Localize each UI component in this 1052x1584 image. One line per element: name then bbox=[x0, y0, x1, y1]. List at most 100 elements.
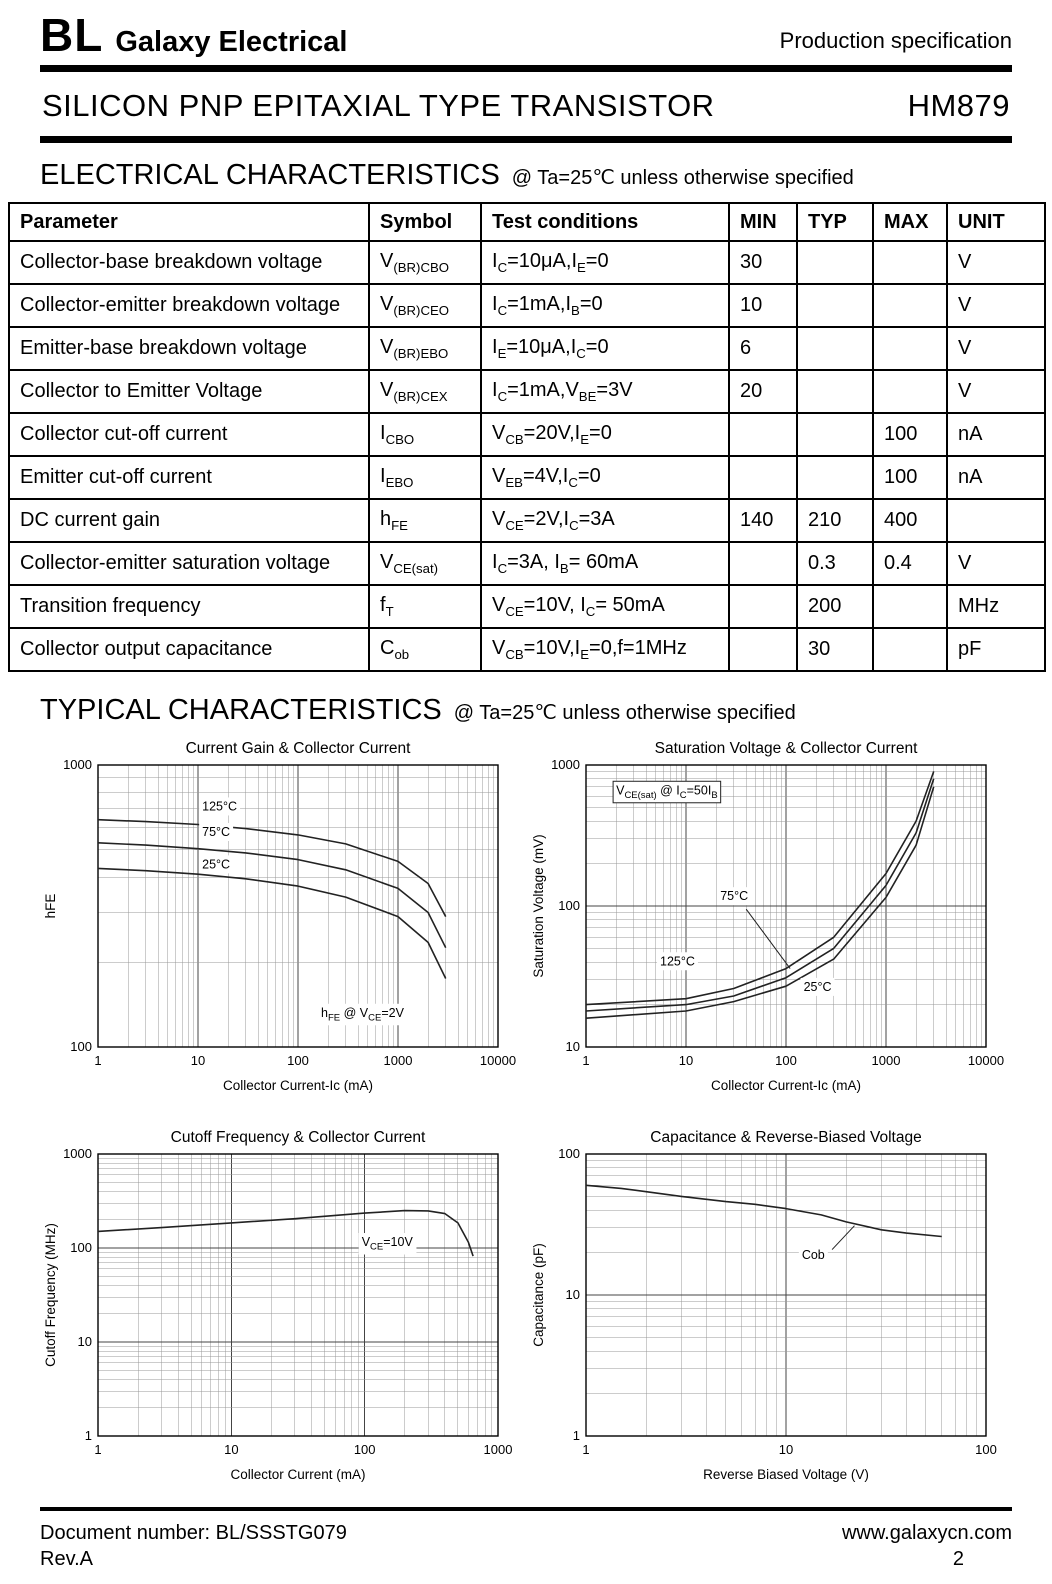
svg-text:25°C: 25°C bbox=[202, 857, 230, 871]
svg-text:10: 10 bbox=[224, 1442, 238, 1457]
company-logo: BL Galaxy Electrical bbox=[40, 12, 347, 59]
table-cell: Collector cut-off current bbox=[8, 412, 370, 457]
typical-characteristics-heading: TYPICAL CHARACTERISTICS @ Ta=25℃ unless … bbox=[40, 694, 1012, 727]
svg-text:1000: 1000 bbox=[63, 757, 92, 772]
section-condition: @ Ta=25℃ unless otherwise specified bbox=[511, 167, 854, 189]
svg-text:Saturation Voltage (mV): Saturation Voltage (mV) bbox=[531, 834, 546, 977]
table-cell: 0.4 bbox=[872, 541, 948, 586]
table-row: Collector-base breakdown voltage V(BR)CBO… bbox=[8, 240, 1046, 285]
table-cell: V bbox=[946, 541, 1046, 586]
capacitance-plot: 1 10 100 1 10 100 Reverse Biased Voltage (V) Ca… bbox=[531, 1129, 997, 1482]
title-divider bbox=[40, 136, 1012, 143]
svg-text:100: 100 bbox=[354, 1442, 376, 1457]
svg-text:1: 1 bbox=[573, 1428, 580, 1443]
svg-text:1: 1 bbox=[94, 1053, 101, 1068]
svg-text:Capacitance & Reverse-Biased V: Capacitance & Reverse-Biased Voltage bbox=[650, 1129, 921, 1146]
table-cell: Collector-base breakdown voltage bbox=[8, 240, 370, 285]
table-cell: VCB=20V,IE=0 bbox=[480, 412, 730, 457]
table-cell bbox=[728, 541, 798, 586]
chart-saturation-voltage: 1 10 100 1000 10000 10 100 1000 Collector Curren… bbox=[528, 737, 1012, 1104]
table-cell bbox=[796, 455, 874, 500]
characteristics-table: Parameter Symbol Test conditions MIN TYP… bbox=[8, 202, 1046, 672]
svg-text:100: 100 bbox=[775, 1053, 797, 1068]
table-cell bbox=[872, 326, 948, 371]
table-cell bbox=[728, 627, 798, 672]
table-cell: V(BR)CBO bbox=[368, 240, 482, 285]
table-row: Emitter cut-off current IEBO VEB=4V,IC=0 10… bbox=[8, 455, 1046, 500]
electrical-characteristics-heading: ELECTRICAL CHARACTERISTICS @ Ta=25℃ unle… bbox=[40, 159, 1012, 192]
svg-text:75°C: 75°C bbox=[720, 889, 748, 903]
table-cell: hFE bbox=[368, 498, 482, 543]
col-header-parameter: Parameter bbox=[8, 202, 370, 242]
table-cell bbox=[796, 412, 874, 457]
svg-text:Current Gain & Collector Curre: Current Gain & Collector Current bbox=[186, 740, 412, 757]
col-header-max: MAX bbox=[872, 202, 948, 242]
table-cell: IC=1mA,IB=0 bbox=[480, 283, 730, 328]
table-cell: 100 bbox=[872, 455, 948, 500]
footer-row-2: Rev.A 2 bbox=[40, 1546, 1012, 1572]
table-cell: MHz bbox=[946, 584, 1046, 629]
footer-row-1: Document number: BL/SSSTG079 www.galaxyc… bbox=[40, 1520, 1012, 1546]
table-cell: nA bbox=[946, 455, 1046, 500]
svg-text:1000: 1000 bbox=[484, 1442, 513, 1457]
table-row: Emitter-base breakdown voltage V(BR)EBO IE… bbox=[8, 326, 1046, 371]
part-number: HM879 bbox=[907, 88, 1010, 123]
logo-bl-mark: BL bbox=[40, 9, 104, 61]
svg-text:100: 100 bbox=[558, 1146, 580, 1161]
document-number: Document number: BL/SSSTG079 bbox=[40, 1522, 347, 1544]
svg-text:Saturation Voltage & Collector: Saturation Voltage & Collector Current bbox=[655, 740, 918, 757]
table-cell: V(BR)EBO bbox=[368, 326, 482, 371]
svg-text:10: 10 bbox=[191, 1053, 205, 1068]
section-condition: @ Ta=25℃ unless otherwise specified bbox=[453, 702, 796, 724]
svg-text:10000: 10000 bbox=[968, 1053, 1004, 1068]
table-cell bbox=[872, 584, 948, 629]
col-header-min: MIN bbox=[728, 202, 798, 242]
table-cell: V bbox=[946, 283, 1046, 328]
table-cell bbox=[796, 283, 874, 328]
table-cell bbox=[728, 412, 798, 457]
table-cell bbox=[796, 326, 874, 371]
table-cell bbox=[796, 240, 874, 285]
table-cell bbox=[872, 283, 948, 328]
table-cell: Transition frequency bbox=[8, 584, 370, 629]
table-cell: V(BR)CEO bbox=[368, 283, 482, 328]
table-cell: V bbox=[946, 326, 1046, 371]
svg-text:100: 100 bbox=[70, 1240, 92, 1255]
svg-text:1: 1 bbox=[582, 1053, 589, 1068]
header-divider bbox=[40, 65, 1012, 72]
table-cell: 200 bbox=[796, 584, 874, 629]
svg-text:100: 100 bbox=[975, 1442, 997, 1457]
chart-cutoff-frequency: 1 10 100 1000 1 10 100 1000 Collector Current (m… bbox=[40, 1126, 524, 1493]
svg-text:Cutoff Frequency & Collector C: Cutoff Frequency & Collector Current bbox=[171, 1129, 426, 1146]
svg-text:25°C: 25°C bbox=[804, 980, 832, 994]
table-cell: IE=10μA,IC=0 bbox=[480, 326, 730, 371]
production-spec-label: Production specification bbox=[779, 28, 1012, 53]
table-cell: VCB=10V,IE=0,f=1MHz bbox=[480, 627, 730, 672]
page-number: 2 bbox=[952, 1548, 964, 1570]
table-header-row: Parameter Symbol Test conditions MIN TYP… bbox=[8, 202, 1046, 242]
svg-text:125°C: 125°C bbox=[202, 799, 237, 813]
table-cell: pF bbox=[946, 627, 1046, 672]
footer-divider bbox=[40, 1507, 1012, 1511]
chart-capacitance: 1 10 100 1 10 100 Reverse Biased Voltage (V) Ca… bbox=[528, 1126, 1012, 1493]
svg-text:1000: 1000 bbox=[551, 757, 580, 772]
svg-text:Collector Current (mA): Collector Current (mA) bbox=[230, 1467, 365, 1482]
svg-text:10: 10 bbox=[779, 1442, 793, 1457]
charts-grid: 1 10 100 1000 10000 100 1000 Collector Current-… bbox=[40, 737, 1012, 1493]
svg-text:Cutoff Frequency (MHz): Cutoff Frequency (MHz) bbox=[43, 1223, 58, 1367]
table-cell: 0.3 bbox=[796, 541, 874, 586]
table-cell: Collector-emitter breakdown voltage bbox=[8, 283, 370, 328]
table-cell: V(BR)CEX bbox=[368, 369, 482, 414]
table-body: Collector-base breakdown voltage V(BR)CBO… bbox=[8, 240, 1046, 672]
table-cell: nA bbox=[946, 412, 1046, 457]
section-title: ELECTRICAL CHARACTERISTICS bbox=[40, 159, 500, 191]
cutoff-frequency-plot: 1 10 100 1000 1 10 100 1000 Collector Current (m… bbox=[43, 1129, 513, 1482]
svg-text:Capacitance (pF): Capacitance (pF) bbox=[531, 1243, 546, 1347]
chart-current-gain: 1 10 100 1000 10000 100 1000 Collector Current-… bbox=[40, 737, 524, 1104]
table-cell bbox=[872, 240, 948, 285]
table-cell: DC current gain bbox=[8, 498, 370, 543]
table-cell: 140 bbox=[728, 498, 798, 543]
svg-text:1000: 1000 bbox=[63, 1146, 92, 1161]
svg-text:Collector Current-Ic (mA): Collector Current-Ic (mA) bbox=[223, 1078, 373, 1093]
